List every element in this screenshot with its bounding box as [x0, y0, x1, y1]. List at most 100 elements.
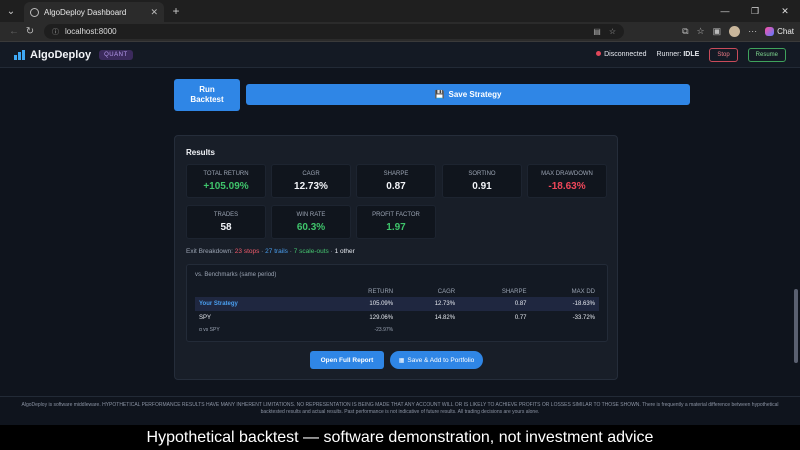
metric-card-win-rate: WIN RATE 60.3% — [271, 205, 351, 239]
col-header-max-dd: MAX DD — [571, 289, 595, 295]
metric-value: 1.97 — [386, 222, 406, 233]
reader-icon[interactable]: ▤ — [593, 27, 601, 36]
resume-button[interactable]: Resume — [747, 47, 786, 62]
col-header-sharpe: SHARPE — [501, 289, 527, 295]
row-label: SPY — [199, 315, 212, 321]
table-header-row: RETURN CAGR SHARPE MAX DD — [195, 287, 599, 297]
metric-label: TRADES — [213, 212, 239, 218]
run-label-line2: Backtest — [190, 95, 224, 104]
metric-label: CAGR — [302, 171, 320, 177]
exit-other: 1 other — [334, 248, 355, 255]
benchmarks-title: vs. Benchmarks (same period) — [195, 272, 277, 278]
metric-value: 12.73% — [294, 181, 328, 192]
metric-label: SORTINO — [468, 171, 496, 177]
page-scrollbar[interactable] — [794, 289, 798, 363]
cell-cagr: 12.73% — [397, 297, 460, 311]
benchmarks-table: RETURN CAGR SHARPE MAX DD Your Strategy … — [195, 287, 599, 334]
action-bar: Run Backtest 💾 Save Strategy — [174, 79, 690, 111]
metric-card-total-return: TOTAL RETURN +105.09% — [186, 164, 266, 198]
app-header: AlgoDeploy QUANT Disconnected Runner: ID… — [0, 42, 800, 68]
cell-max-dd: -18.63% — [530, 297, 599, 311]
save-strategy-label: Save Strategy — [448, 90, 502, 99]
minimize-icon[interactable]: — — [720, 5, 730, 16]
table-row-alpha: α vs SPY -23.97% — [195, 325, 599, 334]
open-full-report-button[interactable]: Open Full Report — [310, 351, 384, 369]
quant-badge: QUANT — [99, 49, 133, 60]
runner-label: Runner: — [656, 51, 682, 58]
metric-value: 60.3% — [296, 222, 326, 233]
save-add-portfolio-button[interactable]: ▦ Save & Add to Portfolio — [390, 351, 483, 369]
cell-cagr: 14.82% — [434, 315, 456, 321]
metric-label: PROFIT FACTOR — [372, 212, 420, 218]
floppy-disk-icon: 💾 — [434, 90, 445, 99]
cell-sharpe: 0.87 — [459, 297, 531, 311]
run-backtest-button[interactable]: Run Backtest — [174, 79, 240, 111]
exit-trails: 27 trails — [265, 248, 288, 255]
url-text: localhost:8000 — [65, 27, 117, 36]
bar-chart-logo-icon — [14, 49, 25, 60]
metric-label: TOTAL RETURN — [203, 171, 249, 177]
alpha-value: -23.97% — [374, 326, 394, 333]
profile-avatar[interactable] — [729, 26, 741, 37]
favorite-star-icon[interactable]: ☆ — [608, 27, 616, 36]
metric-value: 0.91 — [472, 181, 492, 192]
cell-return: 129.06% — [369, 315, 394, 321]
globe-icon — [30, 7, 39, 17]
alpha-label: α vs SPY — [199, 326, 220, 333]
copilot-icon — [765, 27, 775, 36]
status-text: Disconnected — [604, 51, 647, 58]
empty-cell — [459, 325, 530, 334]
stop-button[interactable]: Stop — [709, 47, 738, 62]
separator: · — [330, 248, 333, 255]
new-tab-button[interactable]: + — [172, 4, 180, 18]
separator: · — [289, 248, 292, 255]
metric-card-sharpe: SHARPE 0.87 — [356, 164, 436, 198]
cell-max-dd: -33.72% — [572, 315, 595, 321]
back-icon[interactable]: ← — [9, 26, 19, 37]
col-header — [195, 287, 325, 297]
close-window-icon[interactable]: ✕ — [781, 5, 789, 16]
reload-icon[interactable]: ↻ — [25, 26, 35, 37]
metric-card-max-drawdown: MAX DRAWDOWN -18.63% — [527, 164, 607, 198]
tab-close-icon[interactable]: ✕ — [150, 6, 158, 17]
copilot-chat-button[interactable]: Chat — [765, 27, 794, 36]
metric-card-profit-factor: PROFIT FACTOR 1.97 — [356, 205, 436, 239]
url-field[interactable]: ⓘ localhost:8000 ▤ ☆ — [44, 24, 624, 39]
favorites-icon[interactable]: ☆ — [696, 26, 705, 36]
metric-value: 58 — [220, 222, 232, 233]
save-strategy-button[interactable]: 💾 Save Strategy — [246, 84, 690, 105]
col-header-return: RETURN — [368, 289, 394, 295]
address-bar-row: ← ↻ ⓘ localhost:8000 ▤ ☆ ⧉ ☆ ▣ ⋯ Chat — [0, 22, 800, 42]
save-portfolio-label: Save & Add to Portfolio — [407, 356, 475, 364]
browser-tools: ⧉ ☆ ▣ ⋯ Chat — [682, 26, 794, 37]
metric-value: -18.63% — [548, 181, 586, 192]
maximize-icon[interactable]: ❐ — [750, 5, 760, 16]
browser-tab[interactable]: AlgoDeploy Dashboard ✕ — [24, 2, 164, 22]
exit-stops: 23 stops — [234, 248, 260, 255]
video-caption: Hypothetical backtest — software demonst… — [0, 425, 800, 450]
cell-sharpe: 0.77 — [514, 315, 527, 321]
exit-breakdown: Exit Breakdown: 23 stops · 27 trails · 7… — [186, 248, 355, 255]
extensions-icon[interactable]: ⧉ — [682, 26, 689, 36]
tab-list-chevron-icon[interactable]: ⌄ — [6, 5, 16, 17]
tab-title: AlgoDeploy Dashboard — [44, 7, 127, 17]
row-label: Your Strategy — [195, 297, 325, 311]
collections-icon[interactable]: ▣ — [712, 26, 722, 36]
status-dot-icon — [596, 51, 602, 56]
metric-value: +105.09% — [203, 181, 249, 192]
cell-return: 105.09% — [325, 297, 398, 311]
runner-state: IDLE — [683, 51, 700, 58]
metric-card-cagr: CAGR 12.73% — [271, 164, 351, 198]
run-label-line1: Run — [199, 85, 215, 94]
metric-label: WIN RATE — [296, 212, 326, 218]
empty-cell — [397, 325, 459, 334]
disclaimer-footer: AlgoDeploy is software middleware. HYPOT… — [0, 396, 800, 425]
more-menu-icon[interactable]: ⋯ — [748, 26, 758, 36]
window-controls: — ❐ ✕ — [710, 6, 800, 17]
metric-value: 0.87 — [386, 181, 406, 192]
table-row-spy: SPY 129.06% 14.82% 0.77 -33.72% — [195, 311, 599, 325]
site-info-icon[interactable]: ⓘ — [52, 28, 59, 36]
app-viewport: AlgoDeploy QUANT Disconnected Runner: ID… — [0, 42, 800, 425]
exit-scale-outs: 7 scale-outs — [293, 248, 329, 255]
runner-status: Runner: IDLE — [657, 51, 700, 58]
